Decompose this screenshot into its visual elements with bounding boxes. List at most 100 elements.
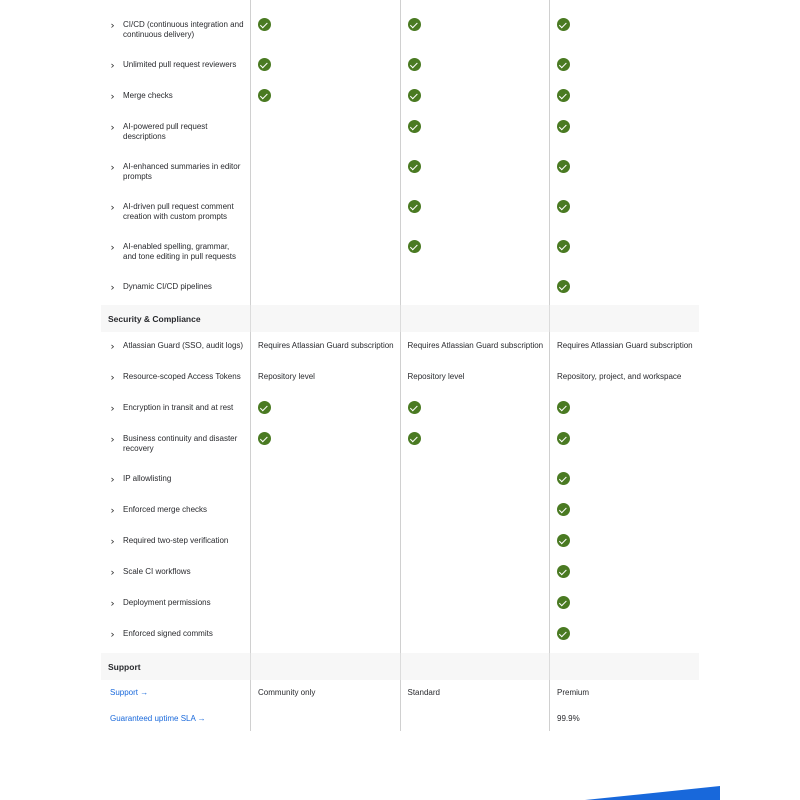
plan-value: Repository level [407, 372, 465, 381]
chevron-right-icon[interactable]: › [110, 434, 115, 444]
feature-row[interactable]: › AI-enhanced summaries in editor prompts [101, 159, 699, 199]
chevron-right-icon[interactable]: › [110, 162, 115, 172]
section-header: Security & Compliance [101, 305, 699, 332]
plan-cell [549, 626, 699, 653]
plan-cell [399, 119, 550, 159]
plan-cell [549, 199, 699, 239]
plan-cell [250, 0, 400, 17]
plan-cell [549, 0, 699, 17]
feature-row[interactable]: › Encryption in transit and at rest [101, 400, 699, 431]
chevron-right-icon[interactable]: › [110, 91, 115, 101]
chevron-right-icon[interactable]: › [110, 598, 115, 608]
feature-row[interactable]: › AI-powered pull request descriptions [101, 119, 699, 159]
feature-label: Atlassian Guard (SSO, audit logs) [123, 341, 244, 350]
feature-label: AI-driven pull request comment creation … [123, 202, 234, 221]
feature-label: Required two-step verification [123, 536, 229, 545]
feature-link[interactable]: Support → [110, 688, 149, 697]
check-circle-icon [557, 280, 570, 293]
check-circle-icon [258, 18, 271, 31]
feature-row[interactable]: › IP allowlisting [101, 471, 699, 502]
feature-label: Encryption in transit and at rest [123, 403, 234, 412]
chevron-right-icon[interactable]: › [110, 567, 115, 577]
feature-row[interactable]: › Unlimited pull request reviewers [101, 57, 699, 88]
feature-row[interactable]: › Atlassian Guard (SSO, audit logs) Requir… [101, 332, 699, 369]
feature-link[interactable]: Guaranteed uptime SLA → [110, 714, 206, 723]
plan-cell [399, 199, 550, 239]
plan-cell [399, 305, 550, 332]
plan-cell [549, 305, 699, 332]
plan-cell [549, 564, 699, 595]
plan-comparison-table: › CI/CD (continuous integration and conti… [101, 0, 699, 731]
plan-cell [399, 0, 550, 17]
chevron-right-icon[interactable]: › [110, 474, 115, 484]
plan-cell: Repository level [399, 369, 550, 400]
chevron-right-icon[interactable]: › [110, 20, 115, 30]
chevron-right-icon[interactable]: › [110, 60, 115, 70]
feature-row[interactable]: › Merge checks [101, 88, 699, 119]
chevron-right-icon[interactable]: › [110, 202, 115, 212]
feature-row[interactable]: › Dynamic CI/CD pipelines [101, 279, 699, 305]
feature-row[interactable]: › AI-enabled spelling, grammar, and tone … [101, 239, 699, 279]
chevron-right-icon[interactable]: › [110, 372, 115, 382]
check-circle-icon [557, 401, 570, 414]
plan-cell: Requires Atlassian Guard subscription [549, 332, 699, 369]
plan-cell [250, 711, 400, 731]
chevron-right-icon[interactable]: › [110, 341, 115, 351]
plan-value: Requires Atlassian Guard subscription [407, 341, 544, 350]
chevron-right-icon[interactable]: › [110, 505, 115, 515]
plan-cell [250, 305, 400, 332]
chevron-right-icon[interactable]: › [110, 403, 115, 413]
feature-row[interactable]: › Enforced signed commits [101, 626, 699, 653]
check-circle-icon [407, 120, 421, 133]
plan-cell [549, 400, 699, 431]
plan-value: Requires Atlassian Guard subscription [557, 341, 693, 350]
plan-cell: Community only [250, 680, 400, 711]
feature-row[interactable]: › Scale CI workflows [101, 564, 699, 595]
plan-cell [549, 471, 699, 502]
chevron-right-icon[interactable]: › [110, 536, 115, 546]
chevron-right-icon[interactable]: › [110, 122, 115, 132]
plan-cell [250, 199, 400, 239]
feature-row: Support → Community only Standard Premium [101, 680, 699, 711]
plan-cell [399, 88, 550, 119]
plan-cell [549, 239, 699, 279]
plan-cell [250, 239, 400, 279]
plan-cell [549, 533, 699, 564]
feature-row[interactable]: › Business continuity and disaster recove… [101, 431, 699, 471]
feature-label: AI-enhanced summaries in editor prompts [123, 162, 241, 181]
plan-value: Premium [557, 688, 590, 697]
plan-cell [399, 57, 550, 88]
plan-cell [549, 502, 699, 533]
chevron-right-icon[interactable]: › [110, 282, 115, 292]
feature-label: Merge checks [123, 91, 173, 100]
feature-row[interactable]: › CI/CD (continuous integration and conti… [101, 17, 699, 57]
check-circle-icon [407, 160, 421, 173]
section-header: Support [101, 653, 699, 680]
check-circle-icon [557, 503, 570, 516]
plan-cell [399, 431, 550, 471]
feature-label: Enforced signed commits [123, 629, 213, 638]
plan-cell: Standard [399, 680, 550, 711]
chevron-right-icon[interactable]: › [110, 242, 115, 252]
feature-label: IP allowlisting [123, 474, 172, 483]
feature-row[interactable]: › AI-driven pull request comment creation… [101, 199, 699, 239]
feature-row[interactable]: › Enforced merge checks [101, 502, 699, 533]
plan-cell [250, 595, 400, 626]
chevron-right-icon[interactable]: › [110, 629, 115, 639]
plan-cell [549, 17, 699, 57]
feature-label: Scale CI workflows [123, 567, 191, 576]
check-circle-icon [557, 627, 570, 640]
feature-label: Resource-scoped Access Tokens [123, 372, 241, 381]
feature-row[interactable]: › Required two-step verification [101, 533, 699, 564]
check-circle-icon [258, 89, 271, 102]
check-circle-icon [407, 200, 421, 213]
check-circle-icon [557, 240, 570, 253]
check-circle-icon [258, 432, 271, 445]
check-circle-icon [557, 472, 570, 485]
section-title: Support [108, 662, 141, 672]
feature-label: CI/CD (continuous integration and contin… [123, 20, 244, 39]
feature-row[interactable]: › Deployment permissions [101, 595, 699, 626]
plan-cell: Repository, project, and workspace [549, 369, 699, 400]
feature-row[interactable]: › Resource-scoped Access Tokens Repository… [101, 369, 699, 400]
plan-cell [250, 159, 400, 199]
